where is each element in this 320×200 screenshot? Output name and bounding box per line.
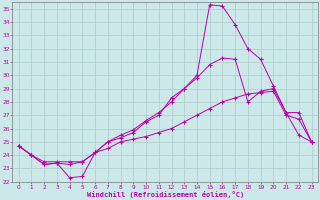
X-axis label: Windchill (Refroidissement éolien,°C): Windchill (Refroidissement éolien,°C) — [86, 191, 244, 198]
